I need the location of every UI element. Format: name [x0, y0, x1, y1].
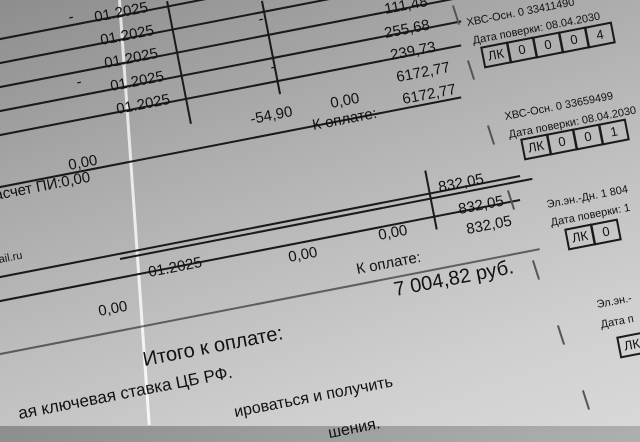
dash-cell: -	[74, 73, 84, 91]
meter-digit[interactable]: 1	[598, 118, 630, 146]
meter-digit[interactable]: 4	[584, 21, 616, 49]
amount-cell: 832,05	[436, 170, 486, 196]
recalc-value: -54,90	[248, 103, 294, 128]
zero-value: 0,00	[286, 243, 319, 266]
amount-cell: 6172,77	[394, 58, 452, 86]
perforation	[556, 325, 566, 345]
footer-line: ая ключевая ставка ЦБ РФ.	[16, 362, 234, 423]
total-label: Итого к оплате:	[140, 322, 285, 371]
meter-check-date: Дата п	[599, 312, 635, 331]
dash-cell: -	[66, 8, 76, 26]
amount-cell: 255,68	[382, 16, 432, 42]
pi-recalc: асчет ПИ:0,00	[0, 168, 92, 204]
period-cell: 01.2025	[98, 21, 156, 49]
amount-cell: 239,73	[388, 38, 438, 64]
period-cell: 01.2025	[102, 44, 160, 72]
email-text: ail.ru	[0, 249, 24, 266]
perforation	[486, 125, 496, 145]
meter-digit[interactable]: 0	[590, 218, 622, 246]
period-cell: 01.2025	[146, 253, 204, 281]
amount-cell: 111,48	[382, 0, 430, 18]
zero-value: 0,00	[96, 297, 129, 320]
table-line	[119, 177, 533, 260]
period-cell: 01.2025	[108, 67, 166, 95]
meter-lk-cell: ЛК	[616, 331, 640, 359]
amount-cell: 832,05	[456, 192, 506, 218]
zero-value: 0,00	[376, 221, 409, 244]
pay-label: К оплате:	[310, 104, 379, 134]
footer-line: шения.	[326, 415, 382, 442]
amount-cell: 832,05	[464, 212, 514, 238]
meter-title: Эл.эн.-	[595, 292, 633, 311]
perforation	[531, 260, 541, 280]
period-cell: 01.2025	[114, 90, 172, 118]
dash-cell: -	[268, 58, 278, 76]
perforation	[581, 390, 591, 410]
footer-line: ироваться и получить	[232, 373, 395, 421]
perforation	[466, 60, 476, 80]
